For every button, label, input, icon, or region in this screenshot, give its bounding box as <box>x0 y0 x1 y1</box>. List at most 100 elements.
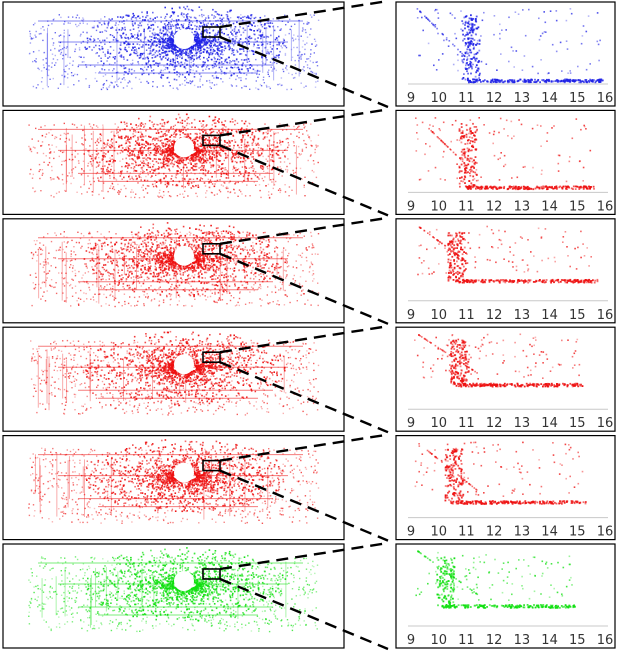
x-tick-label: 11 <box>458 308 475 323</box>
x-tick-label: 16 <box>597 525 614 540</box>
x-tick-label: 13 <box>514 525 531 540</box>
zoom-connector-top <box>219 433 389 462</box>
x-tick-label: 13 <box>514 308 531 323</box>
zoom-panel: 9 10 11 12 13 14 15 16 <box>395 1 616 107</box>
overview-panel <box>2 543 345 649</box>
zoom-axis-ticks: 9 10 11 12 13 14 15 16 <box>407 199 613 214</box>
zoom-panel: 9 10 11 12 13 14 15 16 <box>395 543 616 649</box>
overview-panel-frame <box>2 109 345 216</box>
overview-panel <box>2 218 345 324</box>
x-tick-label: 14 <box>541 633 558 648</box>
zoom-region-box <box>202 243 221 255</box>
x-tick-label: 11 <box>458 633 475 648</box>
x-tick-label: 13 <box>514 199 531 214</box>
x-tick-label: 10 <box>430 525 447 540</box>
x-tick-label: 15 <box>569 308 586 323</box>
x-tick-label: 9 <box>407 525 415 540</box>
zoom-axis-ticks: 9 10 11 12 13 14 15 16 <box>407 416 613 431</box>
zoom-connector-bottom <box>219 35 389 109</box>
zoom-point-cloud <box>416 8 604 84</box>
zoom-point-cloud <box>417 225 599 284</box>
zoom-connector-bottom <box>219 469 389 542</box>
zoom-connector-top <box>219 325 389 354</box>
x-tick-label: 11 <box>458 525 475 540</box>
overview-center-void <box>174 245 194 266</box>
zoom-region-box <box>202 568 221 580</box>
x-tick-label: 9 <box>407 416 415 431</box>
x-tick-label: 13 <box>514 416 531 431</box>
x-tick-label: 16 <box>597 199 614 214</box>
zoom-axis-ticks: 9 10 11 12 13 14 15 16 <box>407 308 613 323</box>
x-tick-label: 10 <box>430 308 447 323</box>
figure-row: 9 10 11 12 13 14 15 16 <box>2 541 616 651</box>
x-tick-label: 16 <box>597 308 614 323</box>
overview-panel <box>2 1 345 107</box>
zoom-region-box <box>202 26 221 38</box>
zoom-panel-frame <box>395 543 616 649</box>
zoom-panel-frame <box>395 1 616 107</box>
zoom-connector-top <box>219 216 389 245</box>
x-tick-label: 9 <box>407 91 415 106</box>
zoom-connector-bottom <box>219 144 389 217</box>
overview-center-void <box>174 137 194 158</box>
overview-center-void <box>174 29 194 49</box>
zoom-axis-ticks: 9 10 11 12 13 14 15 16 <box>407 525 613 540</box>
zoom-point-cloud <box>414 333 584 388</box>
x-tick-label: 15 <box>569 416 586 431</box>
x-tick-label: 14 <box>541 199 558 214</box>
x-tick-label: 10 <box>430 199 447 214</box>
zoom-connector-bottom <box>219 252 389 325</box>
x-tick-label: 14 <box>541 308 558 323</box>
figure-row: 9 10 11 12 13 14 15 16 <box>2 108 616 217</box>
overview-panel <box>2 435 345 541</box>
zoom-panel: 9 10 11 12 13 14 15 16 <box>395 326 616 432</box>
zoom-panel-frame <box>395 326 616 432</box>
zoom-connector-bottom <box>219 361 389 434</box>
x-tick-label: 15 <box>569 525 586 540</box>
x-tick-label: 12 <box>486 199 503 214</box>
x-tick-label: 11 <box>458 91 475 106</box>
x-tick-label: 9 <box>407 633 415 648</box>
x-tick-label: 13 <box>514 91 531 106</box>
x-tick-label: 16 <box>597 633 614 648</box>
x-tick-label: 15 <box>569 199 586 214</box>
x-tick-label: 12 <box>486 525 503 540</box>
zoom-connector-top <box>219 0 389 29</box>
x-tick-label: 10 <box>430 91 447 106</box>
zoom-panel-frame <box>395 109 616 216</box>
figure-row: 9 10 11 12 13 14 15 16 <box>2 216 616 325</box>
zoom-region-box <box>202 459 221 472</box>
x-tick-label: 13 <box>514 633 531 648</box>
x-tick-label: 15 <box>569 91 586 106</box>
overview-center-void <box>174 462 194 483</box>
overview-panel <box>2 109 345 216</box>
zoom-axis-ticks: 9 10 11 12 13 14 15 16 <box>407 91 613 106</box>
zoom-panel: 9 10 11 12 13 14 15 16 <box>395 218 616 324</box>
x-tick-label: 14 <box>541 416 558 431</box>
figure-row: 9 10 11 12 13 14 15 16 <box>2 325 616 434</box>
x-tick-label: 12 <box>486 308 503 323</box>
zoom-panel: 9 10 11 12 13 14 15 16 <box>395 435 616 541</box>
zoom-axis-ticks: 9 10 11 12 13 14 15 16 <box>407 633 613 648</box>
x-tick-label: 16 <box>597 91 614 106</box>
overview-center-void <box>174 354 194 375</box>
figure-row: 9 10 11 12 13 14 15 16 <box>2 0 616 109</box>
x-tick-label: 16 <box>597 416 614 431</box>
x-tick-label: 14 <box>541 525 558 540</box>
overview-center-void <box>174 571 194 591</box>
x-tick-label: 12 <box>486 91 503 106</box>
zoom-region-box <box>202 134 221 147</box>
zoom-panel: 9 10 11 12 13 14 15 16 <box>395 109 616 216</box>
x-tick-label: 9 <box>407 308 415 323</box>
overview-panel-frame <box>2 543 345 649</box>
x-tick-label: 12 <box>486 416 503 431</box>
x-tick-label: 11 <box>458 199 475 214</box>
x-tick-label: 9 <box>407 199 415 214</box>
x-tick-label: 11 <box>458 416 475 431</box>
zoom-region-box <box>202 351 221 364</box>
figure-row: 9 10 11 12 13 14 15 16 <box>2 433 616 542</box>
zoom-point-cloud <box>415 117 595 191</box>
x-tick-label: 14 <box>541 91 558 106</box>
zoom-point-cloud <box>415 550 576 609</box>
